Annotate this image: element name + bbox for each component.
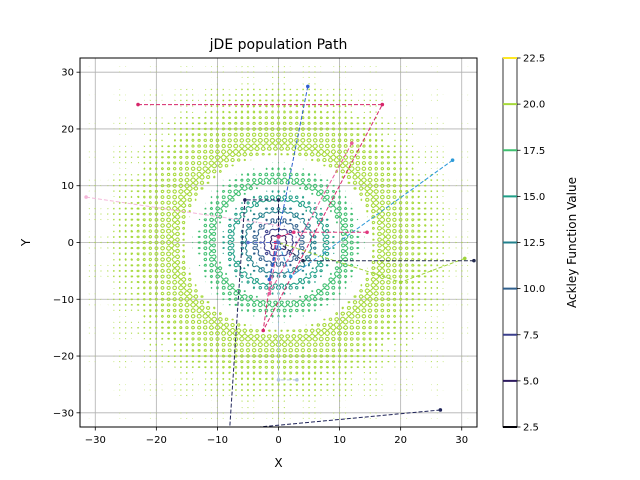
x-tick-label: 10 [333,435,346,446]
path-point [228,428,232,432]
colorbar-tick-label: 15.0 [523,192,545,203]
population-path-1 [138,104,384,331]
population-path-3 [268,86,309,280]
path-point [295,378,299,382]
colorbar-tick-label: 5.0 [523,376,539,387]
y-tick-label: 10 [61,181,74,192]
x-tick-label: 30 [455,435,468,446]
path-point [380,102,385,107]
colorbar-tick-label: 10.0 [523,284,545,295]
path-point [349,141,354,145]
x-tick-label: −20 [146,435,167,446]
colorbar-tick-label: 20.0 [523,100,545,111]
x-axis-label: X [274,456,282,470]
path-point [276,240,281,245]
colorbar-tick-label: 12.5 [523,238,545,249]
path-point [398,280,403,285]
path-point [261,328,266,333]
population-path-8 [229,199,441,427]
x-ticks: −30 −20 −10 0 10 20 30 [85,427,468,446]
y-tick-label: −20 [53,352,74,363]
chart-title: jDE population Path [209,37,348,53]
path-point [438,408,443,412]
path-point [450,158,455,162]
path-point [462,256,467,261]
y-ticks: −30 −20 −10 0 10 20 30 [53,68,80,419]
path-point [243,198,247,202]
path-point [306,84,310,89]
y-tick-label: −10 [53,295,74,306]
population-path-4 [278,159,453,278]
path-point [267,291,272,296]
colorbar-tick-label: 7.5 [523,330,539,341]
x-tick-label: 20 [394,435,407,446]
path-point [84,195,88,199]
path-point [276,378,281,382]
colorbar-tick-label: 2.5 [523,423,539,434]
x-tick-label: −30 [85,435,106,446]
y-tick-label: 30 [61,68,74,79]
y-tick-label: −30 [53,408,74,419]
path-point [246,240,250,245]
path-point [301,258,305,263]
colorbar-label: Ackley Function Value [565,177,579,308]
colorbar: 2.5 5.0 7.5 10.0 12.5 15.0 17.5 20.0 22.5 [502,54,545,434]
path-point [291,230,296,235]
contour-level-7 [88,66,469,419]
y-axis-label: Y [19,238,33,247]
y-tick-label: 20 [61,124,74,135]
x-tick-label: −10 [207,435,228,446]
population-path-10 [278,242,297,381]
y-tick-label: 0 [68,238,74,249]
path-point [276,198,281,202]
path-point [365,230,369,235]
population-paths [84,84,476,432]
path-point [472,258,476,263]
x-tick-label: 0 [275,435,281,446]
colorbar-tick-label: 17.5 [523,146,545,157]
contour-level-6 [192,162,365,323]
path-point [136,102,140,107]
colorbar-tick-label: 22.5 [523,54,545,65]
path-point [267,277,272,282]
contour-level-3 [252,218,305,267]
path-point [276,235,281,239]
path-point [288,274,293,279]
